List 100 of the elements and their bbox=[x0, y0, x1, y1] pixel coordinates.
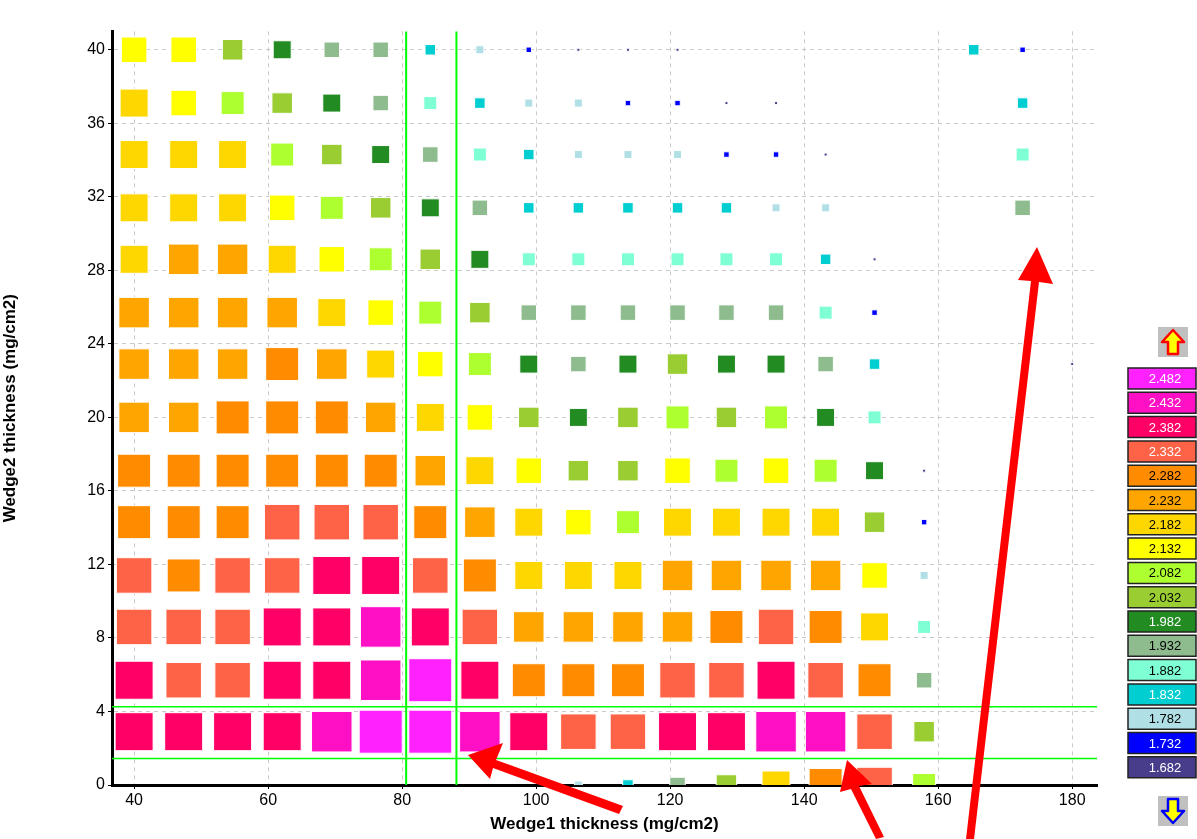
x-tick-label: 40 bbox=[125, 791, 144, 809]
point bbox=[272, 40, 292, 60]
point bbox=[917, 619, 932, 634]
point bbox=[764, 405, 789, 430]
text: 1.732 bbox=[1148, 735, 1182, 751]
point bbox=[823, 152, 828, 157]
point bbox=[674, 99, 681, 107]
y-tick-label: 8 bbox=[96, 628, 106, 646]
point bbox=[817, 355, 834, 373]
point bbox=[362, 503, 399, 541]
point bbox=[221, 39, 244, 61]
point bbox=[560, 713, 597, 750]
point bbox=[415, 402, 445, 432]
point bbox=[920, 518, 928, 526]
point bbox=[755, 710, 797, 753]
point bbox=[420, 198, 440, 218]
point bbox=[466, 404, 494, 431]
point bbox=[871, 309, 878, 316]
point bbox=[412, 557, 449, 594]
point bbox=[567, 459, 590, 482]
point bbox=[520, 304, 538, 321]
text: 2.482 bbox=[1148, 371, 1182, 387]
x-axis-title: Wedge1 thickness (mg/cm2) bbox=[490, 814, 719, 834]
point bbox=[612, 611, 644, 643]
point bbox=[321, 143, 343, 166]
point bbox=[861, 562, 888, 589]
y-tick-label: 4 bbox=[96, 701, 106, 719]
y-tick-label: 0 bbox=[96, 775, 106, 793]
point bbox=[408, 658, 453, 703]
point bbox=[372, 94, 389, 112]
point bbox=[265, 347, 300, 382]
point bbox=[666, 353, 689, 375]
point bbox=[461, 608, 499, 646]
point bbox=[811, 507, 841, 537]
point bbox=[1019, 46, 1026, 54]
point bbox=[371, 145, 391, 165]
point bbox=[462, 558, 497, 593]
point bbox=[706, 712, 746, 752]
point bbox=[117, 505, 152, 540]
point bbox=[165, 608, 202, 646]
point bbox=[619, 304, 637, 321]
point bbox=[514, 560, 544, 590]
point bbox=[723, 151, 730, 158]
point bbox=[170, 89, 197, 117]
point bbox=[265, 453, 300, 488]
point bbox=[410, 607, 450, 647]
point bbox=[312, 555, 352, 595]
point bbox=[167, 348, 200, 380]
point bbox=[364, 401, 397, 434]
point bbox=[821, 203, 831, 213]
point bbox=[323, 41, 341, 59]
x-tick-label: 60 bbox=[259, 791, 278, 809]
point bbox=[262, 660, 302, 700]
point bbox=[816, 407, 836, 427]
point bbox=[265, 400, 300, 435]
point bbox=[514, 507, 544, 537]
point bbox=[166, 558, 201, 593]
point bbox=[316, 348, 348, 380]
point bbox=[361, 555, 401, 595]
point bbox=[661, 611, 694, 643]
point bbox=[669, 304, 686, 321]
y-tick-label: 20 bbox=[87, 407, 106, 425]
point bbox=[1070, 362, 1075, 367]
point bbox=[756, 660, 796, 700]
point bbox=[169, 193, 199, 223]
point bbox=[664, 457, 691, 484]
point bbox=[710, 559, 743, 592]
y-tick-label: 12 bbox=[87, 554, 106, 572]
point bbox=[119, 88, 149, 118]
point bbox=[267, 244, 297, 274]
point bbox=[164, 712, 204, 752]
point bbox=[465, 456, 495, 486]
point bbox=[317, 298, 347, 328]
point bbox=[419, 248, 442, 271]
point bbox=[622, 202, 634, 214]
point bbox=[509, 712, 549, 752]
point bbox=[615, 510, 640, 535]
point bbox=[369, 197, 392, 219]
point bbox=[166, 453, 201, 488]
point bbox=[215, 400, 250, 435]
point bbox=[118, 401, 150, 434]
point bbox=[525, 46, 533, 54]
point bbox=[319, 195, 344, 220]
text: 2.332 bbox=[1148, 443, 1182, 459]
point bbox=[114, 712, 154, 752]
point bbox=[408, 709, 453, 754]
point bbox=[263, 503, 301, 541]
point bbox=[311, 710, 353, 753]
point bbox=[769, 252, 784, 267]
point bbox=[670, 252, 685, 267]
y-tick-label: 32 bbox=[87, 187, 106, 205]
point bbox=[868, 358, 881, 370]
point bbox=[318, 246, 346, 273]
point bbox=[1014, 199, 1031, 217]
point bbox=[609, 713, 647, 750]
point bbox=[857, 663, 892, 698]
point bbox=[671, 202, 684, 214]
point bbox=[114, 660, 154, 700]
point bbox=[967, 44, 980, 56]
point bbox=[720, 202, 733, 214]
